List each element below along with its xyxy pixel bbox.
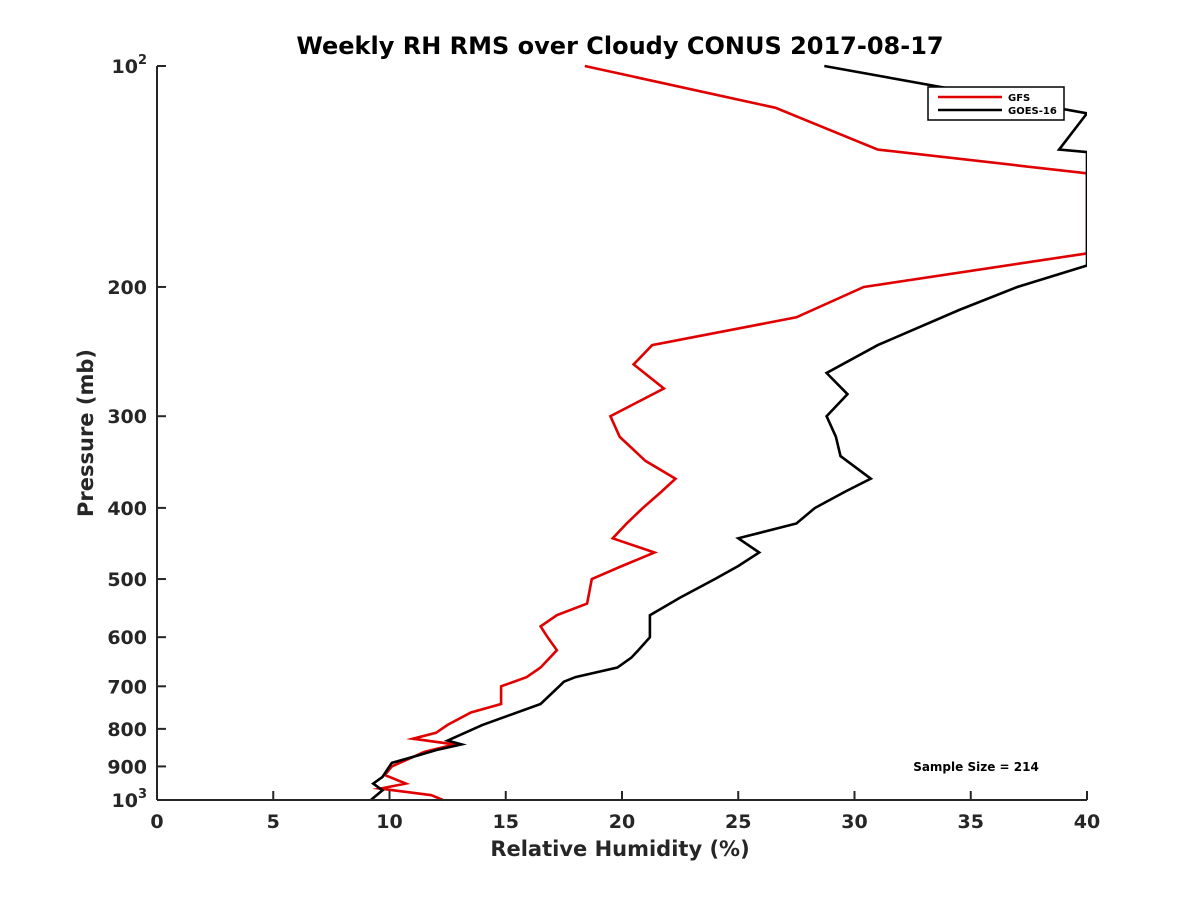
x-tick-label: 0 <box>150 811 163 833</box>
x-tick-label: 10 <box>376 811 402 833</box>
x-axis-label: Relative Humidity (%) <box>490 837 749 861</box>
legend: GFS GOES-16 <box>927 86 1065 121</box>
legend-label-gfs: GFS <box>1008 93 1030 104</box>
x-tick-label: 20 <box>609 811 635 833</box>
series-lines <box>370 64 1087 802</box>
series-line-goes-16 <box>370 64 1087 801</box>
series-line-gfs <box>372 64 1087 802</box>
y-axis-label: Pressure (mb) <box>74 349 98 517</box>
sample-size-annotation: Sample Size = 214 <box>913 760 1039 774</box>
y-tick-label: 300 <box>107 406 147 428</box>
x-tick-label: 40 <box>1074 811 1100 833</box>
y-tick-label: 700 <box>107 676 147 698</box>
x-tick-label: 30 <box>841 811 867 833</box>
y-tick-label: 600 <box>107 627 147 649</box>
y-tick-label: 400 <box>107 498 147 520</box>
y-tick-label: 900 <box>107 756 147 778</box>
chart-title: Weekly RH RMS over Cloudy CONUS 2017-08-… <box>296 32 943 60</box>
y-tick-label: 103 <box>112 787 148 812</box>
y-tick-label: 200 <box>107 277 147 299</box>
x-tick-label: 15 <box>493 811 519 833</box>
y-tick-label: 800 <box>107 719 147 741</box>
y-tick-label: 102 <box>112 53 148 78</box>
x-tick-label: 5 <box>267 811 280 833</box>
ticks: 0 5 10 15 20 25 30 35 40 102 200 300 400 500 600 700 800… <box>107 53 1100 833</box>
axes <box>156 66 1087 801</box>
legend-label-goes-16: GOES-16 <box>1008 106 1057 117</box>
x-tick-label: 25 <box>725 811 751 833</box>
x-tick-label: 35 <box>958 811 984 833</box>
y-tick-label: 500 <box>107 569 147 591</box>
legend-box <box>927 86 1065 121</box>
